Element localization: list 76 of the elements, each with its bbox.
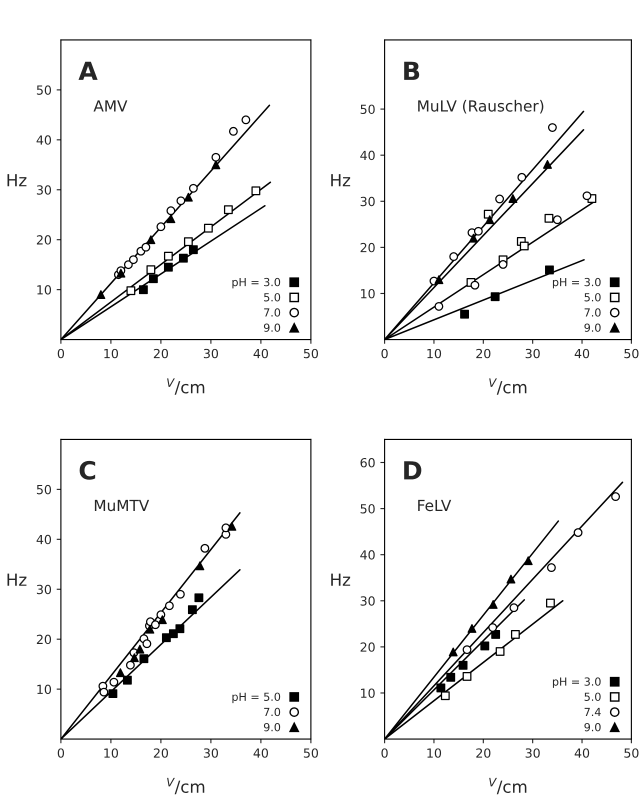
text: AMV xyxy=(94,100,128,112)
x-tick-label: 10 xyxy=(427,348,442,358)
x-tick-label: 40 xyxy=(574,348,590,358)
x-tick-label: 10 xyxy=(104,348,118,358)
legend-label: 7.4 xyxy=(584,708,601,716)
y-tick-label: 20 xyxy=(36,634,52,644)
y-axis-title: Hz xyxy=(331,174,350,186)
legend-label: 5.0 xyxy=(584,692,601,701)
x-tick-label: 10 xyxy=(104,748,118,758)
y-tick-label: 40 xyxy=(360,550,375,560)
y-tick-label: 20 xyxy=(360,242,375,252)
y-tick-label: 50 xyxy=(360,104,375,114)
x-axis-title: $^{V}$/cm xyxy=(167,378,204,395)
legend-label: 7.0 xyxy=(264,708,280,716)
legend-label: 9.0 xyxy=(584,323,601,332)
legend-label: pH = 3.0 xyxy=(552,677,601,688)
x-tick-label: 30 xyxy=(526,748,540,758)
y-tick-label: 30 xyxy=(360,196,375,206)
text: MuLV (Rauscher) xyxy=(418,100,544,114)
legend-label: 9.0 xyxy=(584,722,601,732)
legend-label: 5.0 xyxy=(264,293,280,302)
y-tick-label: 10 xyxy=(361,288,375,298)
x-tick-label: 40 xyxy=(254,348,268,358)
x-tick-label: 30 xyxy=(204,348,218,358)
legend-label: pH = 3.0 xyxy=(552,278,601,288)
x-axis-title: $^{V}$/cm xyxy=(167,778,204,794)
y-tick-label: 10 xyxy=(37,684,52,694)
x-tick-label: 50 xyxy=(624,348,639,358)
y-tick-label: 40 xyxy=(36,135,52,145)
x-tick-label: 20 xyxy=(476,748,490,758)
legend-label: 7.0 xyxy=(584,308,601,317)
x-tick-label: 20 xyxy=(154,348,168,358)
x-tick-label: 50 xyxy=(304,748,318,758)
x-tick-label: 0 xyxy=(381,748,388,758)
text: D xyxy=(404,461,422,480)
x-axis-title: $^{V}$/cm xyxy=(489,378,526,395)
y-tick-label: 50 xyxy=(36,85,52,95)
y-tick-label: 60 xyxy=(360,458,375,468)
y-tick-label: 10 xyxy=(361,688,375,698)
text: A xyxy=(78,62,98,80)
y-tick-label: 30 xyxy=(360,596,375,606)
legend-label: 9.0 xyxy=(264,722,280,732)
y-tick-label: 30 xyxy=(36,584,52,594)
y-tick-label: 20 xyxy=(36,235,52,245)
x-tick-label: 30 xyxy=(526,348,540,358)
x-tick-label: 20 xyxy=(154,748,168,758)
x-tick-label: 50 xyxy=(624,748,639,758)
text: MuMTV xyxy=(94,500,150,512)
text: FeLV xyxy=(418,500,452,512)
x-tick-label: 0 xyxy=(58,348,64,358)
y-axis-title: Hz xyxy=(8,574,26,586)
legend-label: 7.0 xyxy=(264,308,280,317)
text: C xyxy=(80,460,96,480)
y-tick-label: 40 xyxy=(36,534,52,544)
y-tick-label: 20 xyxy=(360,642,375,652)
y-tick-label: 40 xyxy=(360,150,375,160)
x-tick-label: 20 xyxy=(476,348,490,358)
y-tick-label: 50 xyxy=(36,484,52,494)
y-tick-label: 10 xyxy=(37,285,52,295)
legend-label: pH = 3.0 xyxy=(232,278,280,288)
x-tick-label: 0 xyxy=(58,748,64,758)
legend-label: 9.0 xyxy=(264,323,280,332)
y-tick-label: 30 xyxy=(36,185,52,195)
x-tick-label: 40 xyxy=(574,748,590,758)
y-tick-label: 50 xyxy=(360,504,375,514)
legend-label: pH = 5.0 xyxy=(232,692,280,704)
x-tick-label: 30 xyxy=(204,748,218,758)
x-tick-label: 0 xyxy=(381,348,388,358)
y-axis-title: Hz xyxy=(8,174,26,186)
y-axis-title: Hz xyxy=(331,574,350,586)
x-tick-label: 40 xyxy=(254,748,268,758)
text: B xyxy=(404,62,420,80)
x-axis-title: $^{V}$/cm xyxy=(489,778,526,794)
legend-label: 5.0 xyxy=(584,293,601,302)
x-tick-label: 10 xyxy=(427,748,442,758)
x-tick-label: 50 xyxy=(304,348,318,358)
